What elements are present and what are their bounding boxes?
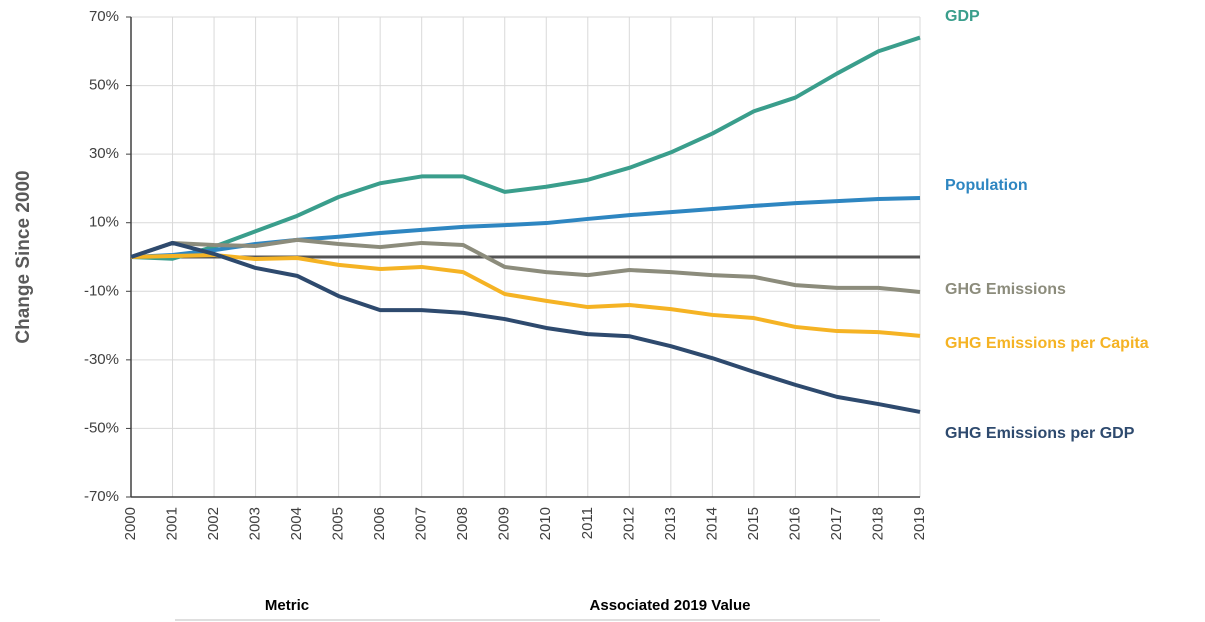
x-tick-label: 2014 [703,507,720,540]
series-line [130,240,921,414]
y-tick-label: -50% [84,419,119,436]
series-label: GHG Emissions [945,281,1066,298]
y-tick-label: -30% [84,351,119,368]
y-tick-label: -10% [84,282,119,299]
x-tick-label: 2016 [786,507,803,540]
x-tick-label: 2000 [122,507,139,540]
x-tick-label: 2019 [911,507,928,540]
x-tick-label: 2011 [579,507,596,539]
series-label: Population [945,177,1028,194]
series-label: GHG Emissions per Capita [945,335,1149,352]
x-tick-label: 2001 [163,507,180,540]
x-tick-label: 2002 [205,507,222,540]
x-tick-label: 2008 [454,507,471,540]
x-tick-label: 2007 [413,507,430,540]
series-line [130,237,921,294]
series-label: GDP [945,8,980,25]
x-tick-label: 2009 [496,507,513,540]
y-tick-label: 70% [89,8,119,25]
x-tick-label: 2015 [745,507,762,540]
table-header: Associated 2019 Value [590,597,751,614]
y-tick-label: 30% [89,145,119,162]
y-tick-label: -70% [84,488,119,505]
x-tick-label: 2010 [537,507,554,540]
x-tick-label: 2012 [620,507,637,540]
series-line [130,35,921,261]
y-tick-label: 50% [89,77,119,94]
series-label: GHG Emissions per GDP [945,425,1135,442]
x-tick-label: 2018 [869,507,886,540]
x-tick-label: 2005 [330,507,347,540]
table-header: Metric [265,597,309,614]
x-tick-label: 2017 [828,507,845,540]
x-tick-label: 2006 [371,507,388,540]
series-line [130,252,921,338]
y-tick-label: 10% [89,214,119,231]
x-tick-label: 2004 [288,507,305,540]
x-tick-label: 2013 [662,507,679,540]
x-tick-label: 2003 [247,507,264,540]
series-line [130,196,921,259]
y-axis-label: Change Since 2000 [13,170,34,343]
